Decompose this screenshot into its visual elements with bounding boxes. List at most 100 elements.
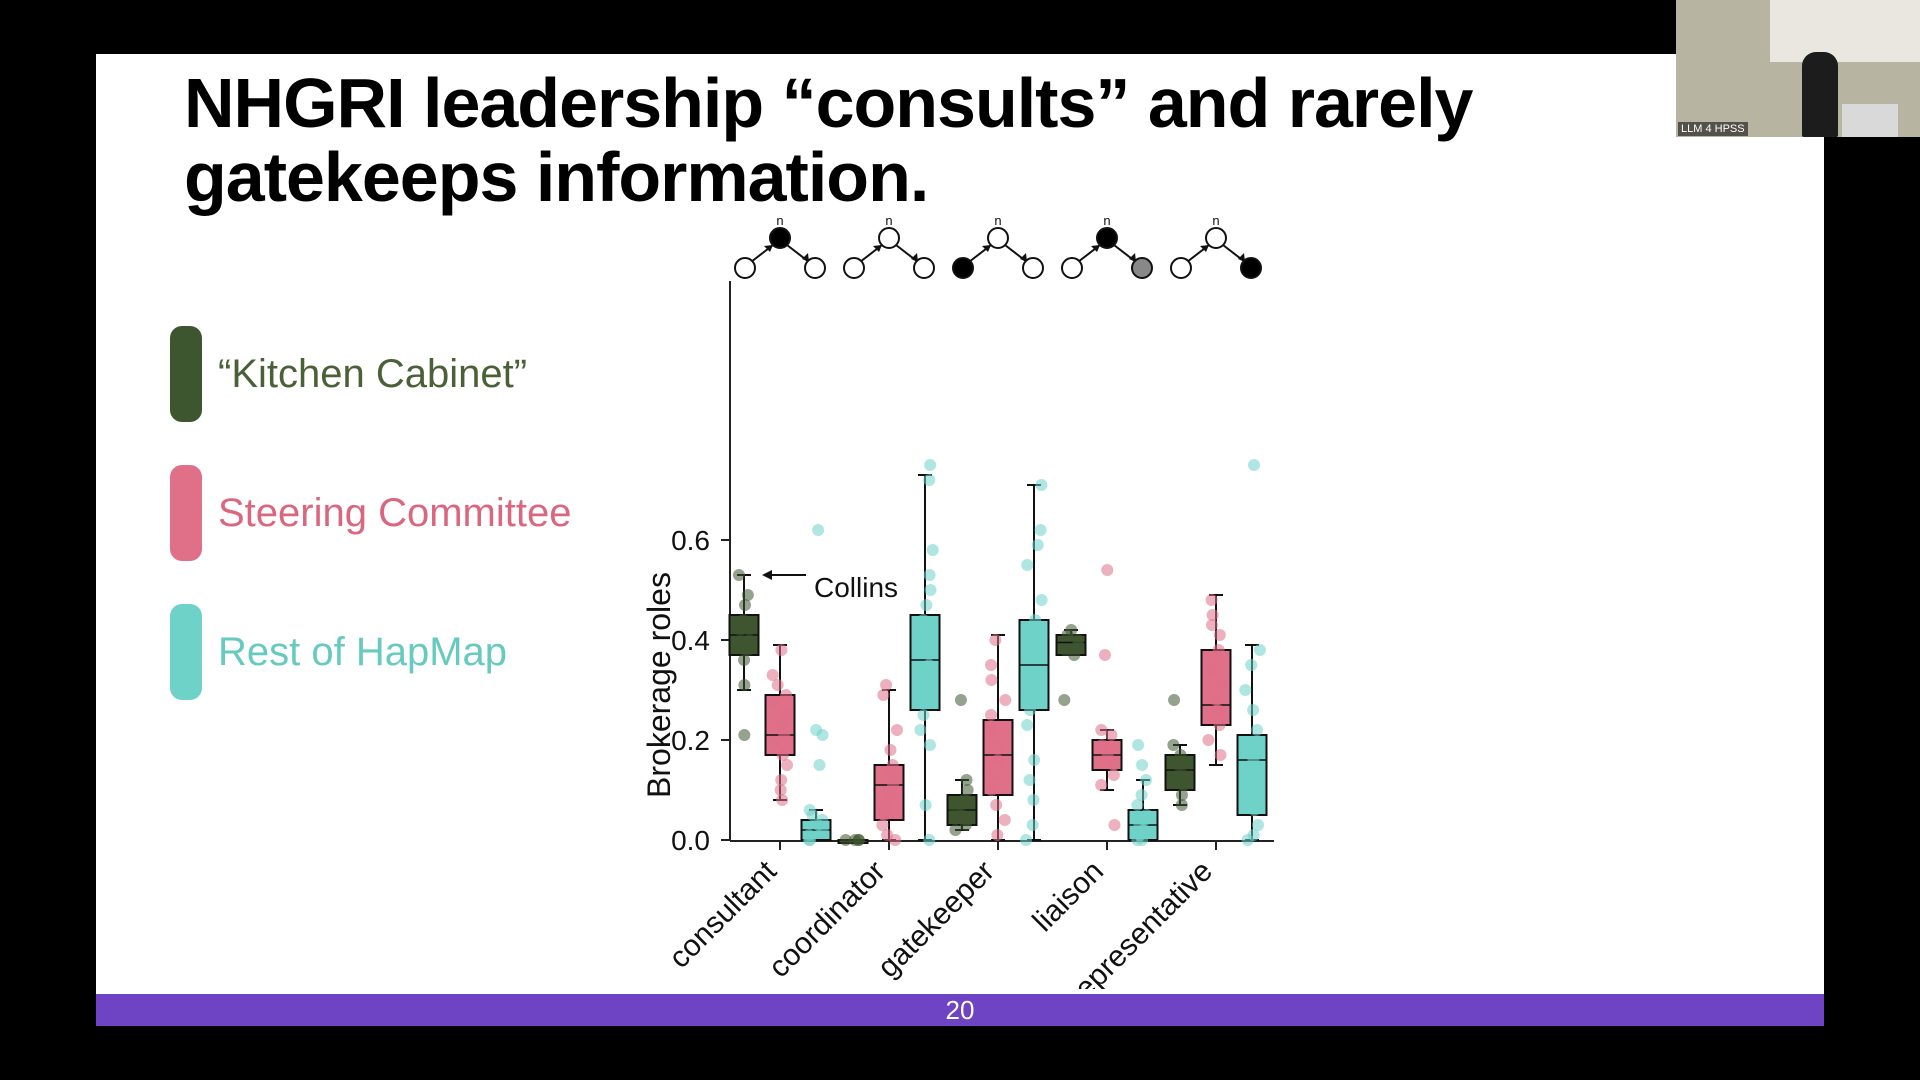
data-point (1242, 769, 1255, 781)
data-point (739, 599, 752, 611)
triad-node-left (1170, 257, 1192, 279)
triad-icon-consultant: n (734, 213, 826, 279)
triad-arrowhead (1238, 253, 1245, 262)
data-point (742, 644, 755, 656)
data-point (886, 759, 899, 771)
data-point (1245, 659, 1258, 671)
webcam-podium (1842, 104, 1898, 137)
data-point (923, 739, 936, 751)
data-point (1061, 629, 1074, 641)
y-tick-label: 0.0 (671, 825, 710, 856)
data-point (734, 624, 747, 636)
data-point (839, 834, 852, 846)
triad-icon-gatekeeper: n (952, 213, 1044, 279)
data-point (1024, 704, 1037, 716)
triad-node-label: n (1103, 213, 1110, 228)
data-point (1211, 704, 1224, 716)
data-point (991, 754, 1004, 766)
triad-node-right (913, 257, 935, 279)
data-point (926, 544, 939, 556)
data-point (737, 614, 750, 626)
legend-swatch-rest-of-hapmap (170, 604, 202, 700)
data-point (1213, 719, 1226, 731)
data-point (1132, 739, 1145, 751)
data-point (1247, 754, 1260, 766)
page-number: 20 (945, 995, 975, 1025)
data-point (918, 644, 931, 656)
data-point (989, 634, 1002, 646)
box-steering-committee-representative (1200, 594, 1232, 766)
box-kitchen-cabinet-gatekeeper (946, 694, 978, 836)
data-point (778, 729, 791, 741)
triad-arrowhead (911, 253, 918, 262)
data-point (887, 779, 900, 791)
data-point (999, 694, 1012, 706)
data-point (776, 794, 789, 806)
data-point (914, 674, 927, 686)
data-point (949, 824, 962, 836)
data-point (1101, 749, 1114, 761)
triad-arrowhead (982, 245, 991, 252)
data-point (1214, 679, 1227, 691)
data-point (1176, 769, 1189, 781)
data-point (880, 679, 893, 691)
x-tick-label-coordinator: coordinator (762, 855, 891, 984)
data-point (1206, 619, 1219, 631)
triad-node-left (734, 257, 756, 279)
triad-node-top (987, 227, 1009, 249)
data-point (803, 834, 816, 846)
data-point (771, 679, 784, 691)
triad-icon-representative: n (1170, 213, 1262, 279)
data-point (738, 654, 751, 666)
y-tick-label: 0.6 (671, 525, 710, 556)
data-point (987, 724, 1000, 736)
data-point (1241, 834, 1254, 846)
data-point (780, 709, 793, 721)
data-point (1205, 664, 1218, 676)
triad-node-right (804, 257, 826, 279)
data-point (1035, 594, 1048, 606)
data-point (920, 689, 933, 701)
data-point (1020, 834, 1033, 846)
data-point (1028, 754, 1041, 766)
data-point (741, 589, 754, 601)
legend-label-kitchen-cabinet: “Kitchen Cabinet” (218, 352, 528, 396)
data-point (849, 834, 862, 846)
data-point (923, 569, 936, 581)
triad-node-left (1061, 257, 1083, 279)
box-kitchen-cabinet-liaison (1055, 624, 1087, 706)
triad-node-right (1022, 257, 1044, 279)
data-point (743, 634, 756, 646)
annotation-arrow-head (762, 570, 772, 580)
annotation-collins: Collins (814, 572, 898, 603)
footer-bar: 20 (96, 994, 1824, 1026)
data-point (1068, 649, 1081, 661)
data-point (920, 599, 933, 611)
data-point (1167, 739, 1180, 751)
legend-swatch-kitchen-cabinet (170, 326, 202, 422)
data-point (738, 679, 751, 691)
data-point (1107, 769, 1120, 781)
box-rest-of-hapmap-gatekeeper (1018, 479, 1050, 846)
data-point (1027, 794, 1040, 806)
data-point (960, 774, 973, 786)
data-point (961, 784, 974, 796)
data-point (1035, 479, 1048, 491)
data-point (1168, 694, 1181, 706)
data-point (1174, 749, 1187, 761)
data-point (776, 719, 789, 731)
data-point (816, 824, 829, 836)
triad-arrowhead (802, 253, 809, 262)
data-point (958, 794, 971, 806)
data-point (985, 784, 998, 796)
data-point (1175, 799, 1188, 811)
data-point (1213, 629, 1226, 641)
data-point (1212, 644, 1225, 656)
webcam-label: LLM 4 HPSS (1678, 122, 1748, 136)
triad-icon-coordinator: n (843, 213, 935, 279)
data-point (1172, 759, 1185, 771)
data-point (1022, 689, 1035, 701)
triad-node-top (1205, 227, 1227, 249)
data-point (1178, 779, 1191, 791)
data-point (767, 739, 780, 751)
